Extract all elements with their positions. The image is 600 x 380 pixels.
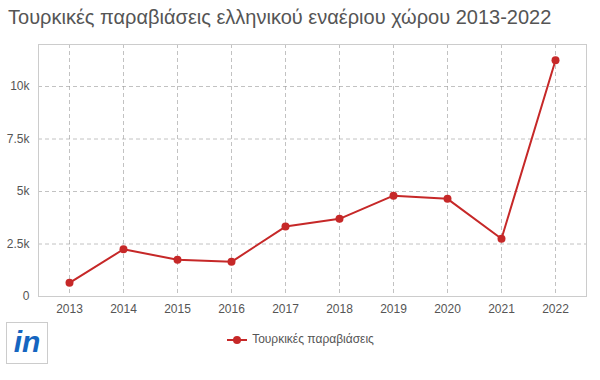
svg-text:10k: 10k: [10, 79, 30, 93]
svg-text:2.5k: 2.5k: [7, 237, 31, 251]
html-text:Τουρκικές παραβιάσεις ελληνικο: Τουρκικές παραβιάσεις ελληνικού εναέριου…: [8, 6, 552, 28]
svg-text:5k: 5k: [17, 184, 31, 198]
svg-text:2017: 2017: [272, 302, 299, 316]
svg-text:2021: 2021: [488, 302, 515, 316]
svg-text:0: 0: [23, 289, 30, 303]
svg-text:2018: 2018: [326, 302, 353, 316]
svg-text:2020: 2020: [434, 302, 461, 316]
svg-text:2014: 2014: [110, 302, 137, 316]
svg-text:7.5k: 7.5k: [7, 132, 31, 146]
html-text:in: in: [13, 325, 41, 358]
svg-text:2022: 2022: [542, 302, 569, 316]
svg-text:2016: 2016: [218, 302, 245, 316]
svg-text:2013: 2013: [56, 302, 83, 316]
svg-text:2015: 2015: [164, 302, 191, 316]
html-text:Τουρκικές παραβιάσεις: Τουρκικές παραβιάσεις: [252, 332, 374, 346]
svg-text:2019: 2019: [380, 302, 407, 316]
